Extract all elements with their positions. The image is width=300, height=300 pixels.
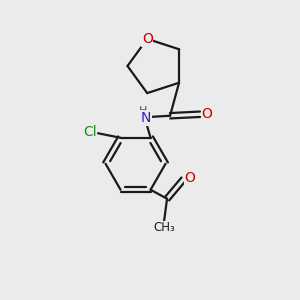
Text: CH₃: CH₃ (153, 221, 175, 234)
Text: N: N (141, 111, 151, 125)
Text: H: H (139, 106, 147, 116)
Text: O: O (185, 171, 196, 185)
Text: Cl: Cl (83, 125, 97, 139)
Text: O: O (142, 32, 153, 46)
Text: O: O (201, 107, 212, 121)
